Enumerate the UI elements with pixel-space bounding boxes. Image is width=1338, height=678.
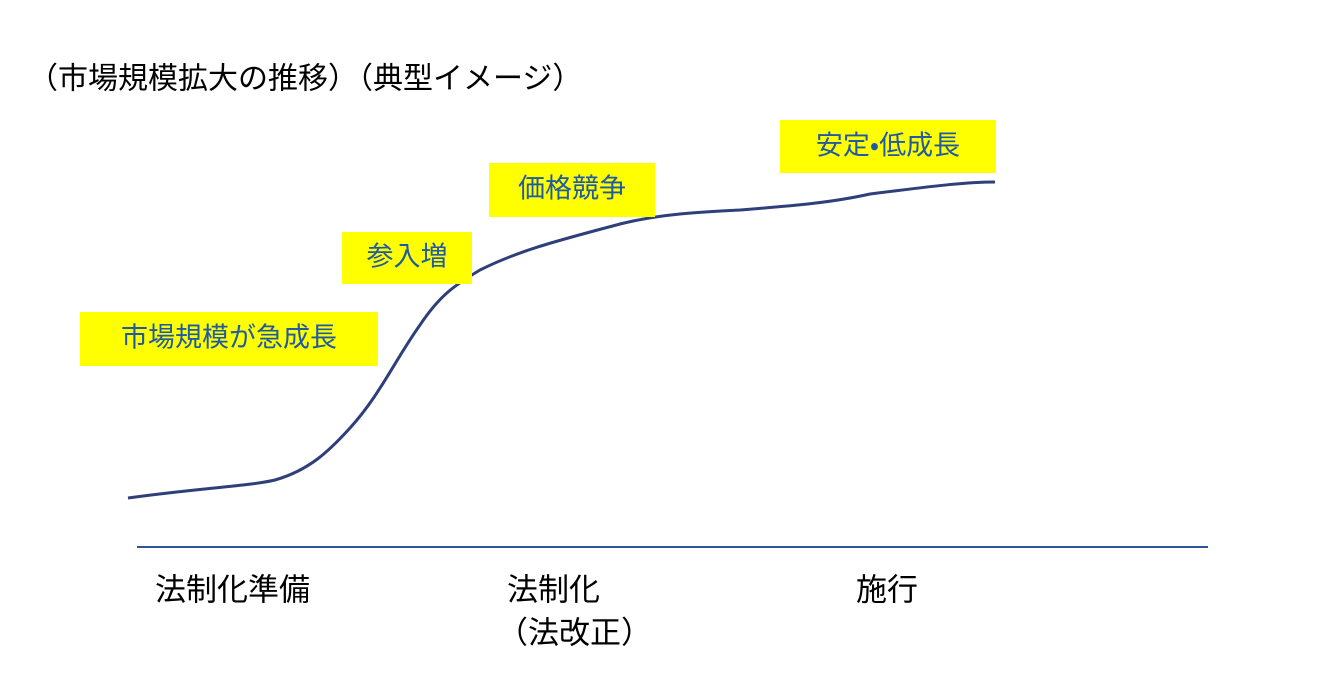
stage-label: 安定・低成長 — [816, 131, 960, 162]
growth-curve — [127, 180, 996, 500]
stage-label: 参入増 — [367, 242, 448, 273]
phase-label: 施行 — [856, 573, 918, 609]
title: （市場規模拡大の推移）（典型イメージ） — [28, 62, 582, 97]
stage-label: 市場規模が急成長 — [121, 323, 337, 354]
phase-label: 法制化準備 — [155, 573, 310, 609]
phase-note: （法改正） — [497, 616, 652, 652]
stage-box — [489, 163, 655, 217]
stage-box — [780, 120, 996, 173]
stage-box — [342, 232, 472, 284]
stage-box — [80, 312, 378, 366]
stage-label: 価格競争 — [518, 174, 626, 205]
phase-label: 法制化 — [507, 573, 600, 609]
